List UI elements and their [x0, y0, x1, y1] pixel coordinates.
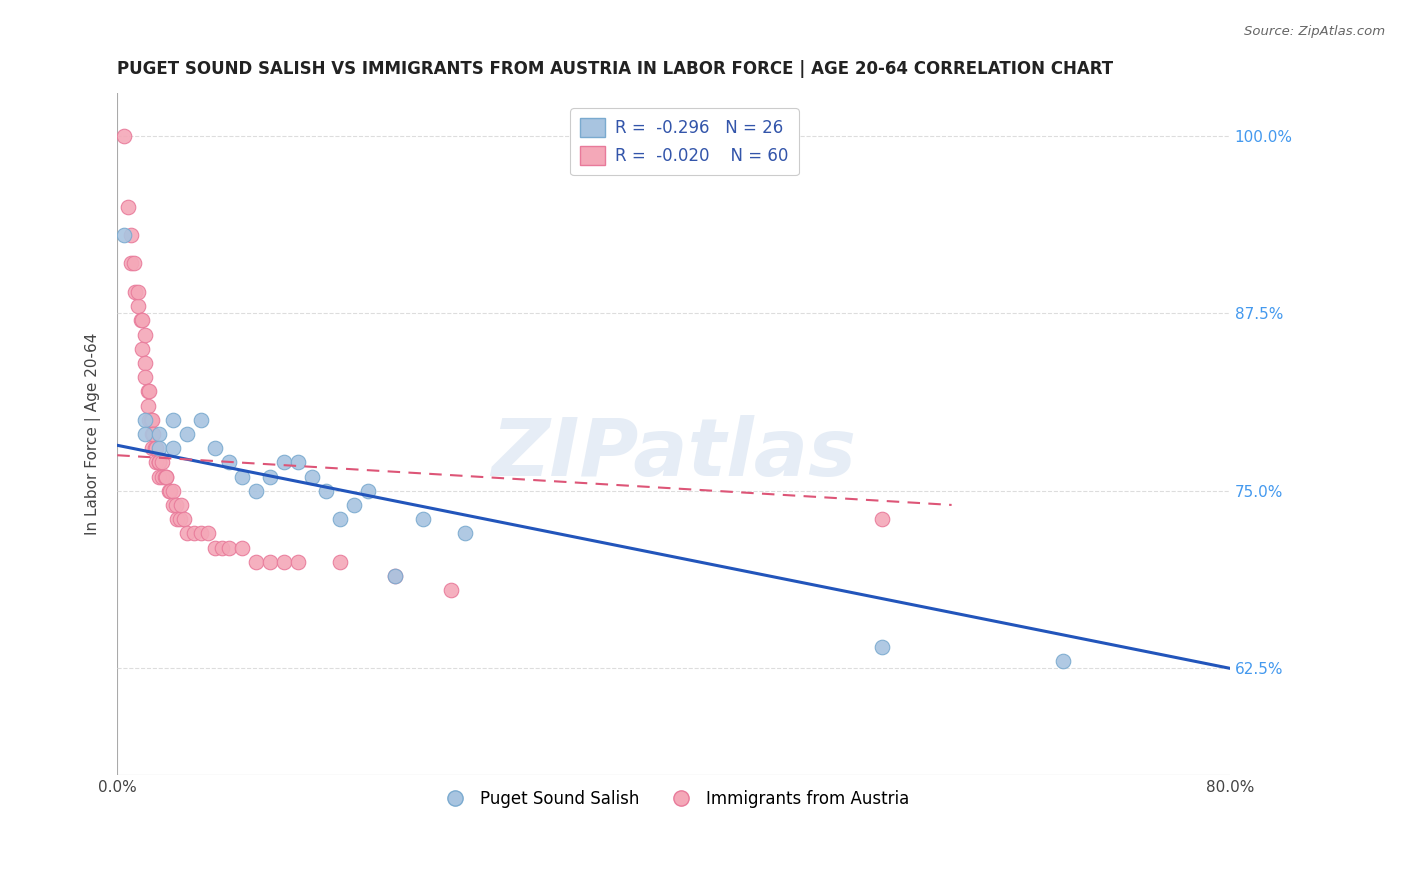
Point [155, 469, 177, 483]
Point [329, 555, 352, 569]
Point [138, 413, 160, 427]
Text: ZIPatlas: ZIPatlas [491, 416, 856, 493]
Point [138, 384, 160, 399]
Point [117, 200, 139, 214]
Point [245, 483, 267, 498]
Point [1052, 654, 1074, 668]
Point [211, 541, 233, 555]
Point [150, 455, 173, 469]
Point [870, 512, 893, 526]
Text: PUGET SOUND SALISH VS IMMIGRANTS FROM AUSTRIA IN LABOR FORCE | AGE 20-64 CORRELA: PUGET SOUND SALISH VS IMMIGRANTS FROM AU… [117, 60, 1114, 78]
Point [170, 498, 193, 512]
Point [150, 469, 173, 483]
Point [120, 256, 142, 270]
Point [162, 413, 184, 427]
Point [143, 441, 166, 455]
Point [870, 640, 893, 654]
Point [454, 526, 477, 541]
Point [127, 299, 149, 313]
Point [141, 441, 163, 455]
Point [412, 512, 434, 526]
Point [148, 426, 170, 441]
Point [343, 498, 366, 512]
Point [384, 569, 406, 583]
Point [134, 413, 156, 427]
Point [218, 541, 240, 555]
Point [134, 356, 156, 370]
Point [197, 526, 219, 541]
Point [134, 426, 156, 441]
Point [183, 526, 205, 541]
Text: Source: ZipAtlas.com: Source: ZipAtlas.com [1244, 25, 1385, 38]
Point [148, 455, 170, 469]
Point [176, 426, 198, 441]
Point [141, 413, 163, 427]
Point [142, 426, 165, 441]
Point [204, 541, 226, 555]
Point [176, 526, 198, 541]
Point [157, 483, 180, 498]
Point [136, 399, 159, 413]
Point [329, 512, 352, 526]
Point [245, 555, 267, 569]
Point [384, 569, 406, 583]
Point [131, 342, 153, 356]
Point [134, 327, 156, 342]
Point [287, 555, 309, 569]
Point [112, 228, 135, 243]
Point [120, 228, 142, 243]
Point [148, 455, 170, 469]
Point [173, 512, 195, 526]
Point [162, 498, 184, 512]
Point [231, 469, 253, 483]
Point [162, 483, 184, 498]
Point [155, 469, 177, 483]
Point [218, 455, 240, 469]
Point [159, 483, 181, 498]
Point [134, 370, 156, 384]
Point [136, 384, 159, 399]
Point [162, 441, 184, 455]
Point [112, 128, 135, 143]
Point [190, 526, 212, 541]
Point [273, 555, 295, 569]
Point [356, 483, 378, 498]
Point [145, 441, 167, 455]
Point [148, 455, 170, 469]
Point [131, 313, 153, 327]
Point [127, 285, 149, 299]
Point [153, 469, 176, 483]
Point [169, 512, 191, 526]
Point [139, 413, 162, 427]
Legend: Puget Sound Salish, Immigrants from Austria: Puget Sound Salish, Immigrants from Aust… [432, 783, 915, 814]
Point [124, 285, 146, 299]
Point [301, 469, 323, 483]
Point [259, 469, 281, 483]
Point [141, 426, 163, 441]
Point [129, 313, 152, 327]
Point [315, 483, 337, 498]
Point [122, 256, 145, 270]
Point [204, 441, 226, 455]
Point [440, 583, 463, 598]
Point [287, 455, 309, 469]
Point [273, 455, 295, 469]
Point [259, 555, 281, 569]
Point [166, 512, 188, 526]
Y-axis label: In Labor Force | Age 20-64: In Labor Force | Age 20-64 [86, 333, 101, 535]
Point [190, 413, 212, 427]
Point [148, 441, 170, 455]
Point [231, 541, 253, 555]
Point [148, 469, 170, 483]
Point [165, 498, 187, 512]
Point [145, 455, 167, 469]
